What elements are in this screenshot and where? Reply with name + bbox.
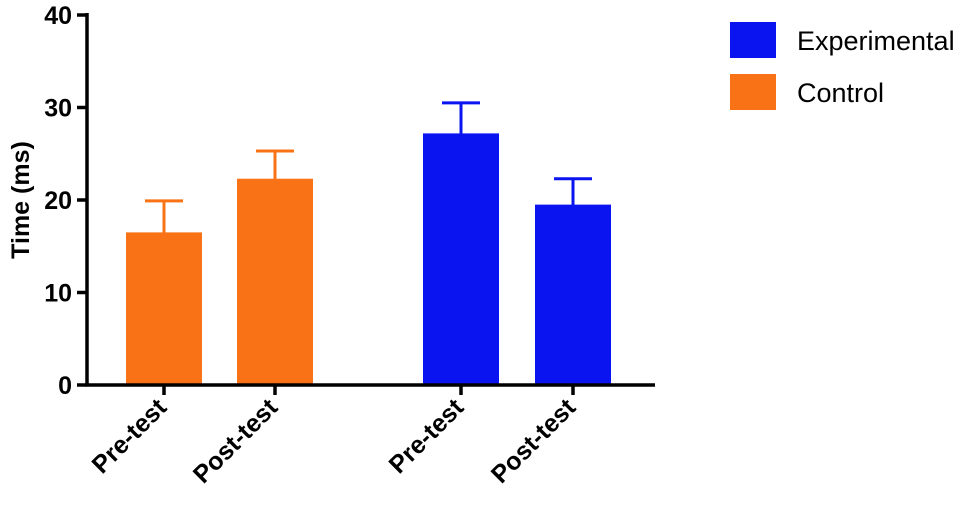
legend-label-control: Control — [797, 78, 884, 108]
legend-swatch-control — [730, 74, 776, 110]
error-bar-control-post-test — [256, 149, 294, 208]
error-bar-experimental-pre-test — [442, 101, 480, 166]
y-tick-label: 30 — [44, 95, 72, 123]
y-tick-label: 20 — [44, 187, 72, 215]
bar-experimental-pre-test — [423, 133, 499, 385]
bar-control-post-test — [237, 178, 313, 385]
bar-experimental-post-test — [535, 204, 611, 385]
y-axis-label: Time (ms) — [7, 141, 35, 259]
x-tick-label: Post-test — [486, 393, 582, 489]
error-bar-control-pre-test — [145, 199, 183, 266]
x-tick-label: Pre-test — [87, 393, 173, 479]
x-tick-label: Pre-test — [384, 393, 470, 479]
legend-swatch-experimental — [730, 22, 776, 58]
legend-label-experimental: Experimental — [797, 26, 955, 56]
y-tick-label: 40 — [44, 2, 72, 30]
y-tick-label: 0 — [58, 372, 72, 400]
error-bar-experimental-post-test — [554, 177, 592, 233]
x-tick-label: Post-test — [188, 393, 284, 489]
y-tick-label: 10 — [44, 280, 72, 308]
